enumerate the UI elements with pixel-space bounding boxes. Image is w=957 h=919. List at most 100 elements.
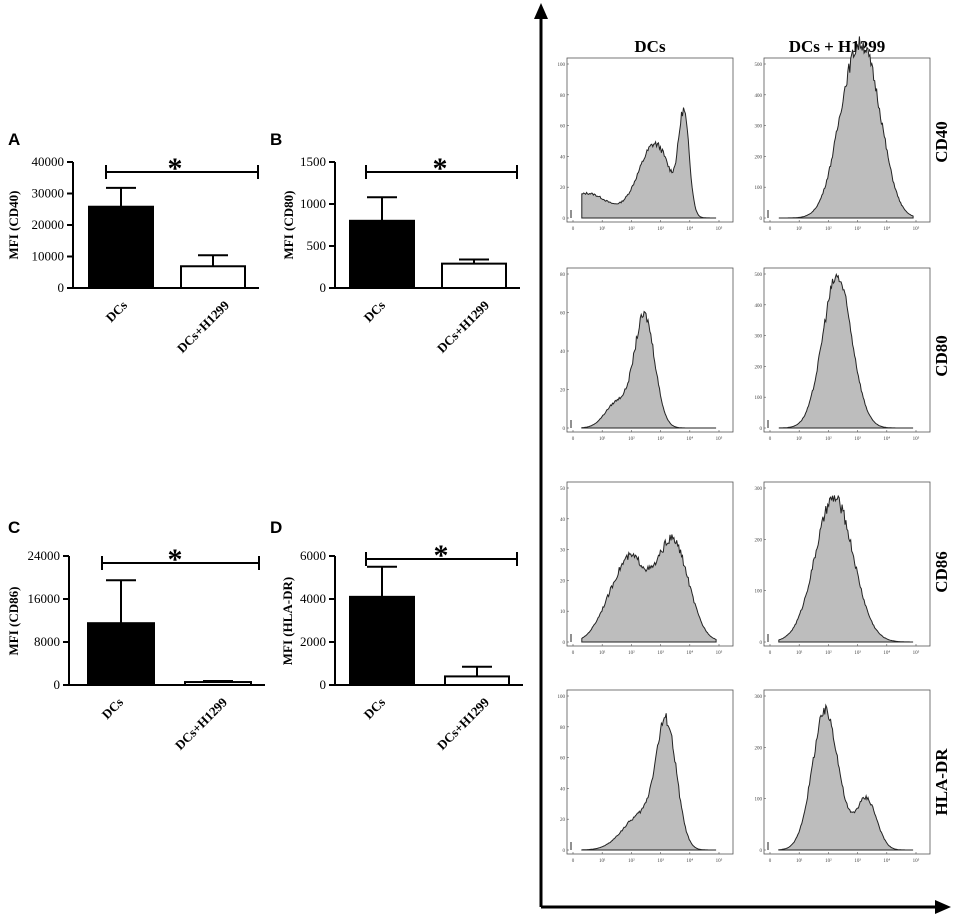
hist-y-tick-label: 200 bbox=[755, 155, 763, 160]
y-axis-label: MFI (CD80) bbox=[281, 191, 296, 260]
hist-x-tick-label: 10² bbox=[825, 858, 832, 864]
y-tick-label: 1500 bbox=[300, 154, 326, 169]
hist-x-tick-label: 10⁴ bbox=[686, 436, 693, 442]
hist-y-tick-label: 400 bbox=[755, 304, 763, 309]
histogram-cell: 0 100 200 300 400 500 0 10¹ 10² 10³ 10⁴ 10⁵ bbox=[755, 36, 931, 232]
hist-y-tick-label: 20 bbox=[560, 389, 566, 394]
hist-x-tick-label: 10⁵ bbox=[716, 858, 723, 864]
hist-x-tick-label: 10⁴ bbox=[883, 436, 890, 442]
hist-x-tick-label: 0 bbox=[769, 859, 772, 864]
hist-y-tick-label: 0 bbox=[760, 641, 763, 646]
y-tick-label: 8000 bbox=[34, 634, 60, 649]
hist-x-tick-label: 0 bbox=[572, 651, 575, 656]
hist-y-tick-label: 60 bbox=[560, 312, 566, 317]
histogram-cell: 0 100 200 300 0 10¹ 10² 10³ 10⁴ 10⁵ bbox=[755, 481, 931, 656]
bar bbox=[349, 595, 415, 686]
y-tick-label: 40000 bbox=[32, 154, 65, 169]
histogram-cell: 0 20 40 60 80 100 0 10¹ 10² 10³ 10⁴ 10⁵ bbox=[558, 57, 734, 232]
hist-y-tick-label: 20 bbox=[560, 186, 566, 191]
hist-x-tick-label: 10⁴ bbox=[883, 226, 890, 232]
hist-x-tick-label: 10¹ bbox=[796, 436, 803, 442]
hist-y-tick-label: 40 bbox=[560, 350, 566, 355]
hist-y-tick-label: 200 bbox=[755, 746, 763, 751]
hist-x-tick-label: 10³ bbox=[854, 436, 861, 442]
column-header-dcs-h1299: DCs + H1299 bbox=[789, 37, 886, 56]
hist-y-tick-label: 20 bbox=[560, 818, 566, 823]
hist-y-tick-label: 40 bbox=[560, 518, 566, 523]
hist-x-tick-label: 10² bbox=[825, 650, 832, 656]
hist-x-tick-label: 10⁴ bbox=[883, 650, 890, 656]
hist-y-tick-label: 500 bbox=[755, 63, 763, 68]
hist-x-tick-label: 10⁵ bbox=[716, 226, 723, 232]
hist-y-tick-label: 100 bbox=[558, 63, 566, 68]
hist-x-tick-label: 10² bbox=[628, 436, 635, 442]
histogram-curve bbox=[778, 36, 914, 219]
hist-y-tick-label: 100 bbox=[755, 590, 763, 595]
x-category-label: DCs+H1299 bbox=[434, 297, 493, 356]
hist-y-tick-label: 300 bbox=[755, 695, 763, 700]
hist-x-tick-label: 10³ bbox=[657, 226, 664, 232]
hist-y-tick-label: 300 bbox=[755, 125, 763, 130]
hist-x-tick-label: 0 bbox=[769, 227, 772, 232]
hist-y-tick-label: 80 bbox=[560, 94, 566, 99]
bar bbox=[444, 675, 510, 687]
panel-letter: D bbox=[270, 518, 282, 537]
significance-star: * bbox=[168, 543, 183, 576]
row-header-cd80: CD80 bbox=[932, 335, 951, 377]
hist-y-tick-label: 80 bbox=[560, 273, 566, 278]
x-category-label: DCs bbox=[103, 298, 130, 325]
y-tick-label: 30000 bbox=[32, 186, 65, 201]
hist-x-tick-label: 0 bbox=[572, 227, 575, 232]
bar bbox=[88, 205, 154, 289]
hist-x-tick-label: 10² bbox=[825, 436, 832, 442]
y-tick-label: 0 bbox=[58, 280, 65, 295]
y-axis-label: MFI (CD86) bbox=[6, 587, 21, 656]
y-axis-label: MFI (CD40) bbox=[6, 191, 21, 260]
hist-y-tick-label: 300 bbox=[755, 487, 763, 492]
hist-x-tick-label: 10² bbox=[628, 226, 635, 232]
y-tick-label: 24000 bbox=[28, 548, 61, 563]
bar-panel-c: C MFI (CD86) 0 8000 16000 24000 DCs DCs+H12… bbox=[6, 518, 265, 753]
y-tick-label: 0 bbox=[54, 677, 61, 692]
histogram-curve bbox=[778, 272, 914, 429]
bar-panel-d: D MFI (HLA-DR) 0 2000 4000 6000 DCs DCs+H12… bbox=[270, 518, 523, 753]
hist-x-tick-label: 10³ bbox=[657, 858, 664, 864]
x-category-label: DCs+H1299 bbox=[174, 297, 233, 356]
hist-x-tick-label: 10¹ bbox=[599, 226, 606, 232]
bar bbox=[349, 219, 415, 289]
bar bbox=[87, 622, 155, 686]
hist-x-tick-label: 10¹ bbox=[796, 650, 803, 656]
hist-y-tick-label: 40 bbox=[560, 155, 566, 160]
hist-x-tick-label: 10⁴ bbox=[686, 650, 693, 656]
hist-y-tick-label: 0 bbox=[563, 427, 566, 432]
x-category-label: DCs+H1299 bbox=[434, 694, 493, 753]
histogram-curve bbox=[581, 107, 717, 219]
panel-letter: A bbox=[8, 130, 20, 149]
x-category-label: DCs bbox=[361, 298, 388, 325]
hist-x-tick-label: 10⁵ bbox=[913, 436, 920, 442]
hist-y-tick-label: 400 bbox=[755, 94, 763, 99]
significance-star: * bbox=[168, 152, 183, 185]
hist-x-tick-label: 0 bbox=[769, 437, 772, 442]
y-tick-label: 6000 bbox=[300, 548, 326, 563]
hist-y-tick-label: 0 bbox=[760, 427, 763, 432]
histogram-curve bbox=[778, 703, 914, 851]
arrow-head-up bbox=[534, 3, 548, 19]
hist-x-tick-label: 0 bbox=[769, 651, 772, 656]
hist-x-tick-label: 10² bbox=[628, 650, 635, 656]
hist-x-tick-label: 10¹ bbox=[599, 436, 606, 442]
hist-x-tick-label: 0 bbox=[572, 859, 575, 864]
bar-panel-a: A MFI (CD40) 0 10000 20000 30000 40000 DCs D… bbox=[6, 130, 259, 356]
histogram-curve bbox=[778, 494, 914, 643]
hist-x-tick-label: 10¹ bbox=[796, 226, 803, 232]
hist-y-tick-label: 10 bbox=[560, 610, 566, 615]
hist-y-tick-label: 0 bbox=[563, 217, 566, 222]
y-tick-label: 500 bbox=[307, 238, 327, 253]
hist-x-tick-label: 10³ bbox=[854, 858, 861, 864]
hist-x-tick-label: 10⁴ bbox=[686, 226, 693, 232]
hist-y-tick-label: 60 bbox=[560, 757, 566, 762]
hist-y-tick-label: 200 bbox=[755, 538, 763, 543]
hist-x-tick-label: 10³ bbox=[657, 650, 664, 656]
hist-y-tick-label: 100 bbox=[755, 798, 763, 803]
